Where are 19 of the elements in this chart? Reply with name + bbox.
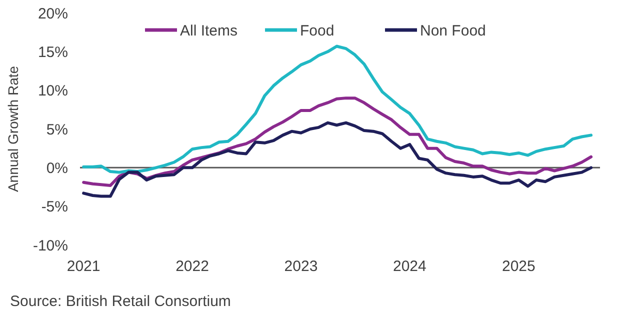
y-tick-label: 15% (38, 44, 68, 61)
y-tick-label: 20% (38, 5, 68, 22)
x-tick-label: 2024 (393, 258, 426, 275)
x-tick-label: 2025 (502, 258, 536, 275)
y-tick-label: -5% (41, 198, 68, 216)
y-tick-label: -10% (32, 237, 68, 254)
x-tick-label: 2021 (66, 258, 100, 275)
y-axis-title: Annual Growth Rate (5, 66, 21, 192)
legend-label: Non Food (420, 22, 486, 40)
line-series (82, 44, 593, 174)
source-note: Source: British Retail Consortium (10, 293, 231, 310)
y-tick-label: 0% (46, 160, 68, 177)
x-tick-label: 2022 (176, 258, 209, 275)
legend-label: All Items (180, 22, 238, 40)
y-tick-label: 10% (38, 82, 68, 100)
legend-label: Food (300, 22, 334, 40)
x-tick-label: 2023 (284, 258, 318, 275)
y-tick-label: 5% (46, 121, 68, 138)
line-series (82, 121, 593, 198)
